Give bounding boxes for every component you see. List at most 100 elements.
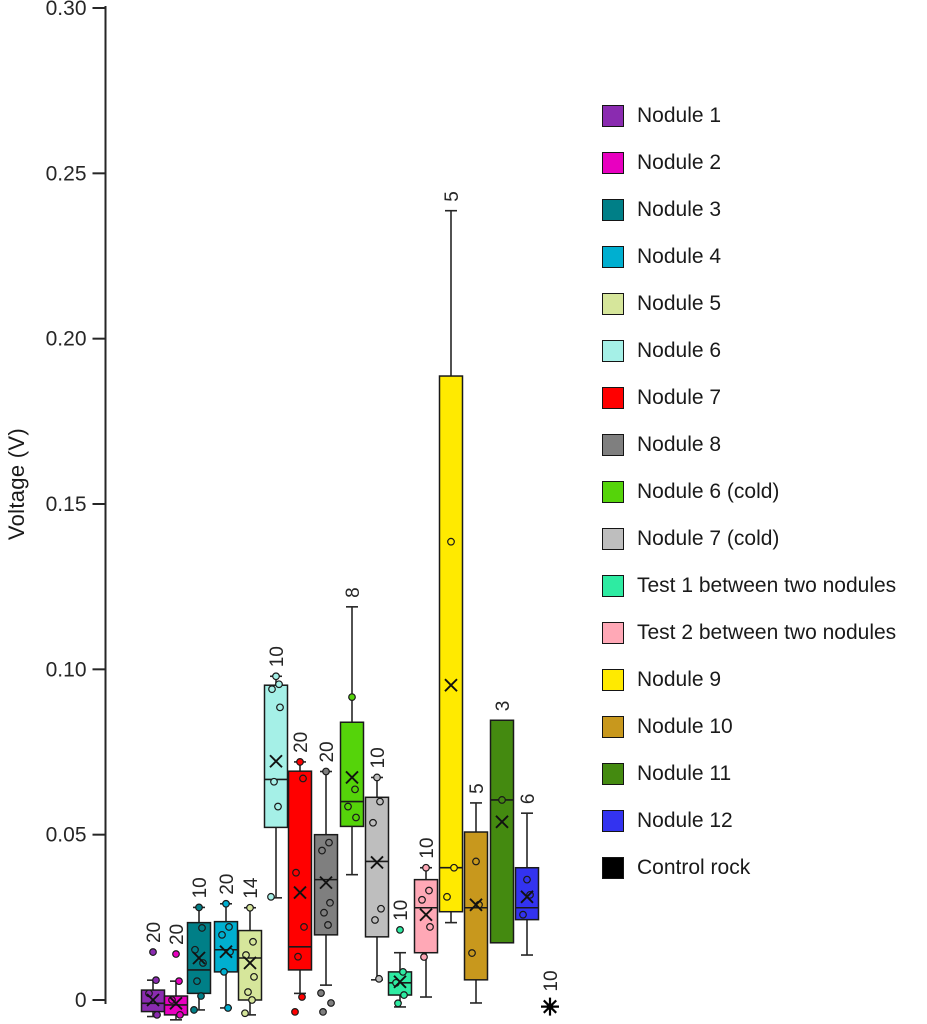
- data-point: [443, 892, 451, 901]
- data-point: [523, 875, 531, 884]
- mean-x-marker: [192, 951, 206, 965]
- legend-item: Nodule 3: [602, 186, 896, 233]
- legend-item: Nodule 1: [602, 92, 896, 139]
- data-point: [422, 863, 430, 872]
- data-point: [326, 898, 334, 907]
- legend-swatch: [602, 668, 624, 691]
- sample-size-label: 20: [144, 922, 165, 943]
- data-point: [322, 767, 330, 776]
- asterisk-marker: [546, 1003, 554, 1011]
- legend-swatch: [602, 104, 624, 127]
- data-point: [267, 892, 275, 901]
- data-point: [299, 774, 307, 783]
- legend-swatch: [602, 151, 624, 174]
- data-point: [172, 950, 180, 958]
- legend-item: Control rock: [602, 844, 896, 891]
- data-point: [222, 899, 230, 908]
- legend-label: Nodule 8: [637, 432, 722, 456]
- sample-size-label: 10: [391, 900, 412, 921]
- data-point: [376, 797, 384, 806]
- legend-swatch: [602, 715, 624, 738]
- legend-item: Nodule 6 (cold): [602, 468, 896, 515]
- data-point: [270, 777, 278, 786]
- y-axis-tick-label: 0.05: [46, 824, 87, 847]
- data-point: [324, 921, 332, 929]
- data-point: [371, 916, 379, 924]
- mean-x-marker: [169, 996, 183, 1010]
- data-point: [246, 903, 254, 912]
- legend-label: Nodule 7 (cold): [637, 526, 780, 550]
- data-point: [296, 758, 304, 766]
- y-axis-tick-label: 0.20: [46, 328, 87, 351]
- data-point: [375, 974, 383, 983]
- data-point: [420, 953, 428, 961]
- sample-size-label: 20: [317, 741, 338, 762]
- data-point: [193, 977, 201, 986]
- data-point: [197, 992, 205, 1000]
- data-point: [175, 977, 183, 986]
- box: [287, 770, 313, 971]
- data-point: [447, 537, 455, 546]
- legend-item: Nodule 5: [602, 280, 896, 327]
- sample-size-label: 5: [467, 783, 488, 794]
- data-point: [399, 967, 407, 976]
- legend-item: Nodule 6: [602, 327, 896, 374]
- mean-x-marker: [469, 898, 483, 912]
- sample-size-label: 14: [241, 877, 262, 899]
- data-point: [250, 972, 258, 981]
- data-point: [426, 923, 434, 931]
- sample-size-label: 5: [442, 191, 463, 202]
- sample-size-label: 10: [368, 747, 389, 768]
- sample-size-label: 10: [541, 970, 562, 991]
- legend-swatch: [602, 386, 624, 409]
- legend-swatch: [602, 198, 624, 221]
- legend-label: Nodule 12: [637, 808, 733, 832]
- data-point: [468, 949, 476, 957]
- mean-x-marker: [319, 875, 333, 890]
- data-point: [241, 1009, 249, 1018]
- legend-label: Test 2 between two nodules: [637, 620, 897, 644]
- sample-size-label: 10: [417, 838, 438, 859]
- data-point: [344, 802, 352, 811]
- data-point: [320, 908, 328, 917]
- legend-swatch: [602, 292, 624, 315]
- data-point: [317, 989, 325, 997]
- legend-label: Nodule 1: [637, 103, 722, 127]
- legend-label: Test 1 between two nodules: [637, 573, 897, 597]
- legend-label: Nodule 4: [637, 244, 722, 268]
- data-point: [195, 903, 203, 912]
- data-point: [519, 910, 527, 919]
- mean-x-marker: [393, 975, 407, 989]
- data-point: [425, 886, 433, 895]
- data-point: [152, 976, 160, 985]
- data-point: [298, 993, 306, 1001]
- legend-item: Nodule 11: [602, 750, 896, 797]
- mean-x-marker: [520, 890, 534, 904]
- legend-item: Nodule 10: [602, 703, 896, 750]
- data-point: [276, 703, 284, 712]
- y-axis-tick-label: 0.10: [46, 658, 87, 681]
- data-point: [396, 925, 404, 934]
- data-point: [472, 857, 480, 866]
- legend-label: Nodule 2: [637, 150, 722, 174]
- data-point: [418, 895, 426, 904]
- legend-label: Nodule 5: [637, 291, 722, 315]
- legend-item: Nodule 7: [602, 374, 896, 421]
- legend-swatch: [602, 809, 624, 832]
- mean-x-marker: [293, 885, 307, 900]
- data-point: [218, 930, 226, 939]
- y-axis-tick-label: 0.25: [46, 162, 87, 185]
- y-axis-tick-label: 0.30: [46, 0, 87, 20]
- data-point: [153, 1010, 161, 1019]
- legend-item: Nodule 12: [602, 797, 896, 844]
- legend: Nodule 1 Nodule 2 Nodule 3 Nodule 4 Nodule 5…: [602, 92, 896, 891]
- sample-size-label: 20: [217, 874, 238, 895]
- data-point: [394, 999, 402, 1008]
- legend-swatch: [602, 762, 624, 785]
- data-point: [190, 1006, 198, 1014]
- mean-x-marker: [219, 945, 233, 959]
- data-point: [325, 838, 333, 847]
- data-point: [319, 1008, 327, 1016]
- mean-x-marker: [243, 956, 257, 970]
